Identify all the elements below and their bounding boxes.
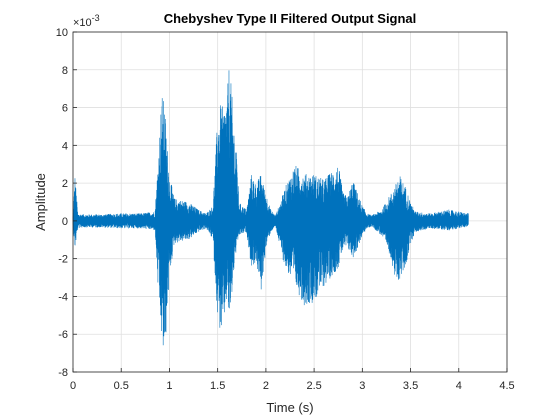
y-tick-label: 2 [62,178,68,190]
x-tick-label: 4 [456,380,462,392]
y-axis-label: Amplitude [33,173,48,231]
x-tick-label: 1.5 [210,380,225,392]
y-tick-label: -8 [58,367,68,379]
x-tick-label: 4.5 [499,380,514,392]
ticks: 0 0.5 1 1.5 2 2.5 3 3.5 4 4.5 -8 -6 -4 -2 0 2 4 6 8 10 [56,27,515,392]
signal-series-path [72,70,469,346]
y-tick-label: -2 [58,254,68,266]
y-tick-label: -4 [58,291,68,303]
x-tick-label: 3.5 [403,380,418,392]
x-tick-label: 3 [359,380,365,392]
y-tick-label: 0 [62,216,68,228]
signal-line [72,70,469,346]
x-tick-label: 1 [166,380,172,392]
chart-title: Chebyshev Type II Filtered Output Signal [164,11,417,26]
y-tick-label: -6 [58,329,68,341]
x-tick-label: 2 [263,380,269,392]
y-tick-label: 6 [62,103,68,115]
x-tick-label: 2.5 [306,380,321,392]
y-tick-label: 4 [62,140,68,152]
x-axis-label: Time (s) [266,400,313,415]
y-tick-label: 10 [56,27,68,39]
x-tick-label: 0.5 [114,380,129,392]
y-exponent-power: -3 [92,13,100,23]
y-tick-label: 8 [62,65,68,77]
plot-frame [72,31,508,373]
x-tick-label: 0 [70,380,76,392]
y-exponent-base: ×10-3 [73,13,100,29]
